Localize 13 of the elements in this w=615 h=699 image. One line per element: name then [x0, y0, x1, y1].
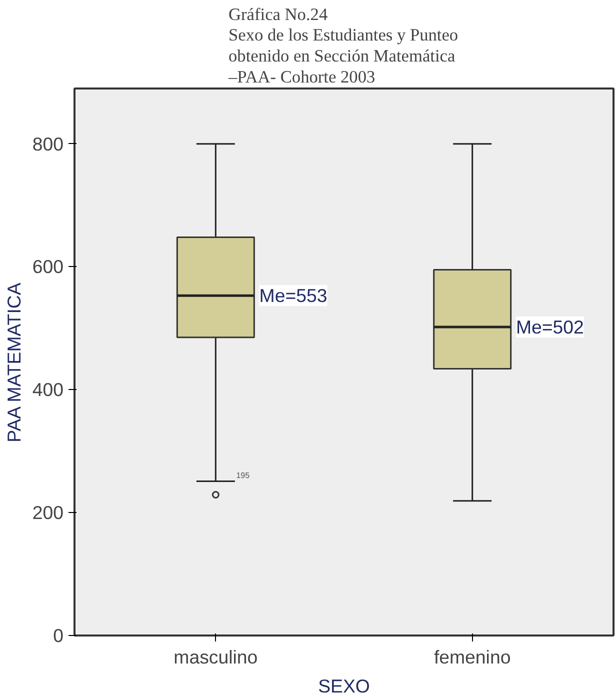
y-tick-label: 0	[53, 625, 64, 646]
x-tick-label: masculino	[174, 646, 258, 668]
x-tick-label: femenino	[434, 646, 511, 668]
annotation: Me=553	[259, 285, 328, 306]
y-tick-label: 600	[32, 256, 64, 278]
annotation: Me=502	[516, 316, 584, 338]
y-tick-label: 400	[32, 379, 64, 400]
y-axis-title: PAA MATEMATICA	[3, 282, 24, 442]
chart-title: Gráfica No.24 Sexo de los Estudiantes y Punteo obtenido en Sección Matemática –PAA- Cohorte 2003	[228, 4, 458, 86]
annotation: 195	[236, 471, 250, 480]
x-axis-title: SEXO	[318, 676, 370, 696]
y-tick-label: 800	[32, 133, 64, 154]
y-tick-label: 200	[32, 502, 64, 524]
